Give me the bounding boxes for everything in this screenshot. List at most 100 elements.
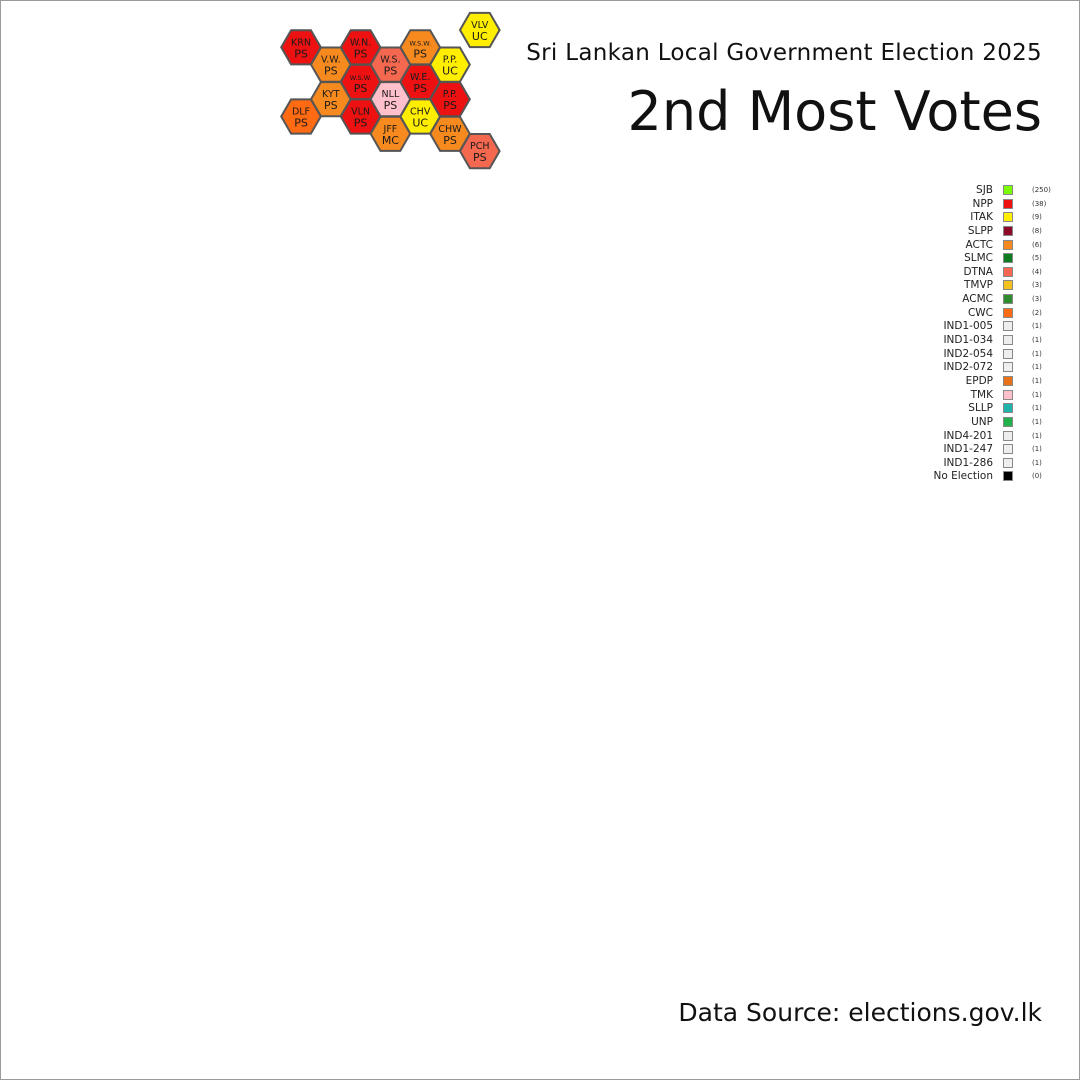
legend-count: (1) xyxy=(1032,445,1042,454)
legend-entry: No Election (0) xyxy=(905,470,1075,484)
legend-swatch xyxy=(1003,253,1013,264)
legend-swatch xyxy=(1003,416,1013,427)
legend-count: (2) xyxy=(1032,308,1042,317)
council-code-label: NLL xyxy=(382,89,400,100)
legend-swatch xyxy=(1003,335,1013,346)
legend-entry: TMK (1) xyxy=(905,389,1075,403)
council-code-label: P.P. xyxy=(443,89,458,100)
legend-entry: CWC (2) xyxy=(905,307,1075,321)
legend-entry: EPDP (1) xyxy=(905,375,1075,389)
council-code-label: PCH xyxy=(470,141,490,152)
legend-label: CWC xyxy=(967,306,993,319)
legend-label: IND4-201 xyxy=(943,429,993,442)
legend-label: IND1-286 xyxy=(943,456,993,469)
legend-entry: ACMC (3) xyxy=(905,293,1075,307)
legend-swatch xyxy=(1003,239,1013,250)
legend-label: EPDP xyxy=(965,374,993,387)
council-type-label: PS xyxy=(354,117,368,130)
council-type-label: PS xyxy=(473,151,487,164)
council-type-label: PS xyxy=(443,99,457,112)
legend-label: ACTC xyxy=(965,238,993,251)
legend-label: ACMC xyxy=(962,293,993,306)
legend-count: (6) xyxy=(1032,240,1042,249)
council-type-label: PS xyxy=(413,47,427,60)
legend-swatch xyxy=(1003,362,1013,373)
legend: SJB (250) NPP (38) ITAK (9) SLPP (8) ACTC (6) SLMC… xyxy=(905,184,1075,484)
legend-entry: UNP (1) xyxy=(905,416,1075,430)
legend-swatch xyxy=(1003,294,1013,305)
council-code-label: W.S.W. xyxy=(350,74,372,82)
council-code-label: P.P. xyxy=(443,55,458,66)
legend-count: (1) xyxy=(1032,404,1042,413)
council-hex-shape xyxy=(458,11,501,49)
council-type-label: PS xyxy=(294,47,308,60)
legend-entry: SLLP (1) xyxy=(905,402,1075,416)
council-code-label: KYT xyxy=(322,89,340,100)
legend-label: SJB xyxy=(976,184,993,196)
legend-swatch xyxy=(1003,444,1013,455)
legend-count: (1) xyxy=(1032,349,1042,358)
council-type-label: MC xyxy=(382,134,399,147)
legend-count: (1) xyxy=(1032,363,1042,372)
council-code-label: JFF xyxy=(383,124,398,135)
legend-swatch xyxy=(1003,389,1013,400)
legend-label: TMVP xyxy=(964,279,993,292)
legend-entry: SLMC (5) xyxy=(905,252,1075,266)
council-code-label: DLF xyxy=(292,107,310,118)
council-hex: W.S.W.PS xyxy=(399,29,442,66)
council-code-label: W.E. xyxy=(410,72,430,83)
legend-swatch xyxy=(1003,375,1013,386)
council-hex-shape xyxy=(369,115,412,152)
legend-swatch xyxy=(1003,185,1013,195)
legend-swatch xyxy=(1003,403,1013,414)
legend-entry: TMVP (3) xyxy=(905,279,1075,293)
legend-count: (1) xyxy=(1032,336,1042,345)
legend-count: (38) xyxy=(1032,199,1047,208)
legend-entry: NPP (38) xyxy=(905,198,1075,212)
legend-swatch xyxy=(1003,348,1013,359)
legend-count: (8) xyxy=(1032,226,1042,235)
legend-swatch xyxy=(1003,266,1013,277)
legend-entry: ITAK (9) xyxy=(905,211,1075,225)
legend-swatch xyxy=(1003,430,1013,441)
legend-label: UNP xyxy=(971,415,993,428)
council-type-label: PS xyxy=(443,134,457,147)
council-code-label: CHW xyxy=(438,124,462,135)
legend-entry: IND1-247 (1) xyxy=(905,443,1075,457)
legend-label: IND1-247 xyxy=(943,443,993,456)
council-type-label: PS xyxy=(354,82,368,95)
legend-label: IND2-072 xyxy=(943,361,993,374)
legend-swatch xyxy=(1003,212,1013,223)
legend-swatch xyxy=(1003,198,1013,209)
legend-count: (9) xyxy=(1032,213,1042,222)
legend-count: (3) xyxy=(1032,281,1042,290)
council-type-label: UC xyxy=(442,65,458,78)
legend-label: ITAK xyxy=(970,211,993,224)
legend-swatch xyxy=(1003,307,1013,318)
legend-label: NPP xyxy=(972,197,993,210)
legend-swatch xyxy=(1003,225,1013,236)
legend-label: TMK xyxy=(970,388,993,401)
legend-count: (0) xyxy=(1032,472,1042,481)
legend-label: SLPP xyxy=(967,224,993,237)
legend-count: (250) xyxy=(1032,186,1051,194)
legend-count: (1) xyxy=(1032,458,1042,467)
legend-count: (1) xyxy=(1032,376,1042,385)
council-hex: P.P.PS xyxy=(429,81,471,118)
legend-entry: IND2-054 (1) xyxy=(905,348,1075,362)
council-hex: W.S.W.PS xyxy=(339,63,382,100)
legend-label: IND2-054 xyxy=(943,347,993,360)
legend-count: (1) xyxy=(1032,431,1042,440)
legend-entry: SLPP (8) xyxy=(905,225,1075,239)
council-code-label: VLN xyxy=(351,107,370,118)
council-type-label: UC xyxy=(472,30,488,43)
legend-entry: IND2-072 (1) xyxy=(905,361,1075,375)
legend-entry: DTNA (4) xyxy=(905,266,1075,280)
legend-swatch xyxy=(1003,321,1013,332)
council-type-label: PS xyxy=(384,99,398,112)
legend-count: (1) xyxy=(1032,322,1042,331)
council-code-label: KRN xyxy=(291,37,311,48)
legend-entry: IND1-034 (1) xyxy=(905,334,1075,348)
